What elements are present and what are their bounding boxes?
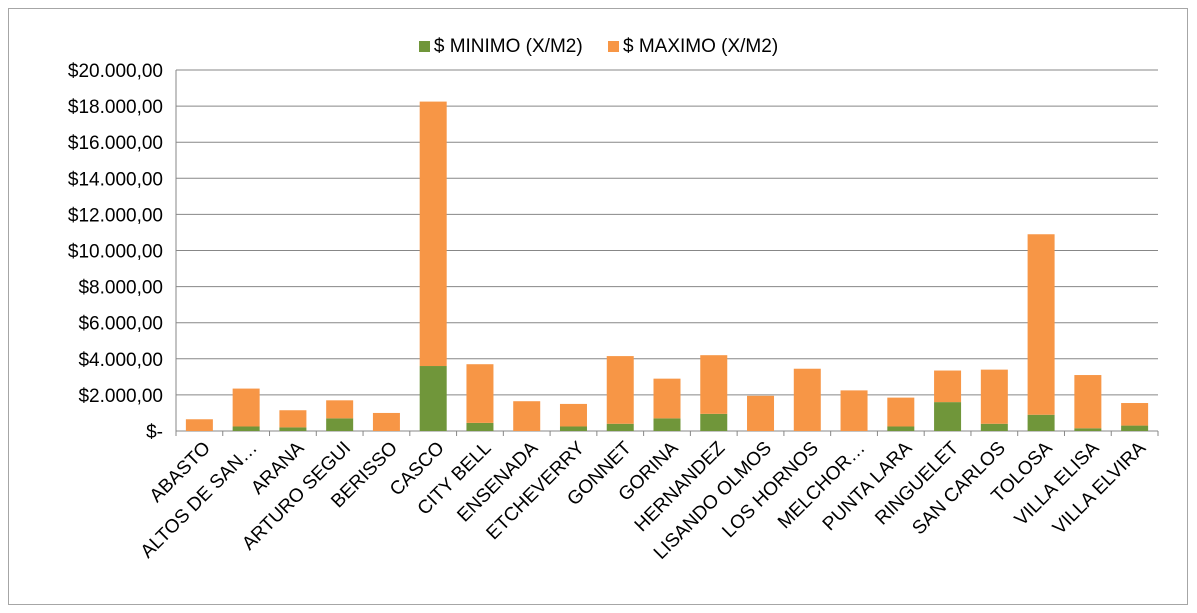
bar-maximo [372,412,400,431]
y-tick-label: $16.000,00 [68,133,163,154]
bar-maximo [185,419,213,431]
bar-minimo [419,366,447,431]
bar-minimo [559,426,587,431]
bar-maximo [232,388,260,427]
bar-maximo [559,403,587,427]
y-tick-label: $18.000,00 [68,97,163,118]
bar-maximo [1027,234,1055,415]
chart-frame [8,8,1188,605]
y-tick-label: $20.000,00 [68,61,163,82]
y-tick-label: $- [146,422,163,443]
bar-maximo [606,356,634,424]
bar-minimo [887,426,915,431]
bar-minimo [1027,414,1055,431]
legend-swatch-minimo [418,41,430,52]
bar-minimo [980,423,1008,431]
legend-label-maximo: $ MAXIMO (X/M2) [622,36,779,57]
y-tick-label: $2.000,00 [78,386,163,407]
bar-maximo [466,364,494,423]
bar-minimo [606,423,634,431]
bar-minimo [653,418,681,431]
legend-label-minimo: $ MINIMO (X/M2) [433,36,583,57]
y-tick-label: $12.000,00 [68,205,163,226]
bar-minimo [466,422,494,431]
bar-minimo [1074,428,1102,431]
bar-maximo [700,355,728,414]
y-tick-label: $14.000,00 [68,169,163,190]
bar-maximo [793,368,821,431]
bar-minimo [1121,425,1149,431]
legend-item-minimo: $ MINIMO (X/M2) [418,36,583,58]
bar-maximo [1074,375,1102,429]
bar-maximo [419,101,447,367]
bar-minimo [326,418,354,431]
legend: $ MINIMO (X/M2) $ MAXIMO (X/M2) [0,36,1197,58]
bar-maximo [840,390,868,431]
bar-maximo [279,410,307,428]
bar-minimo [700,413,728,431]
legend-item-maximo: $ MAXIMO (X/M2) [607,36,779,58]
y-tick-label: $4.000,00 [78,350,163,371]
bar-minimo [934,402,962,431]
bar-maximo [747,395,775,431]
legend-swatch-maximo [607,41,619,52]
bar-maximo [326,400,354,419]
bar-minimo [279,427,307,431]
bar-minimo [232,426,260,431]
y-tick-label: $8.000,00 [78,278,163,299]
bar-maximo [513,401,541,431]
bar-maximo [887,397,915,427]
bar-maximo [980,369,1008,424]
bar-maximo [934,370,962,403]
y-tick-label: $6.000,00 [78,314,163,335]
bar-maximo [653,378,681,419]
bar-maximo [1121,403,1149,426]
y-tick-label: $10.000,00 [68,242,163,263]
